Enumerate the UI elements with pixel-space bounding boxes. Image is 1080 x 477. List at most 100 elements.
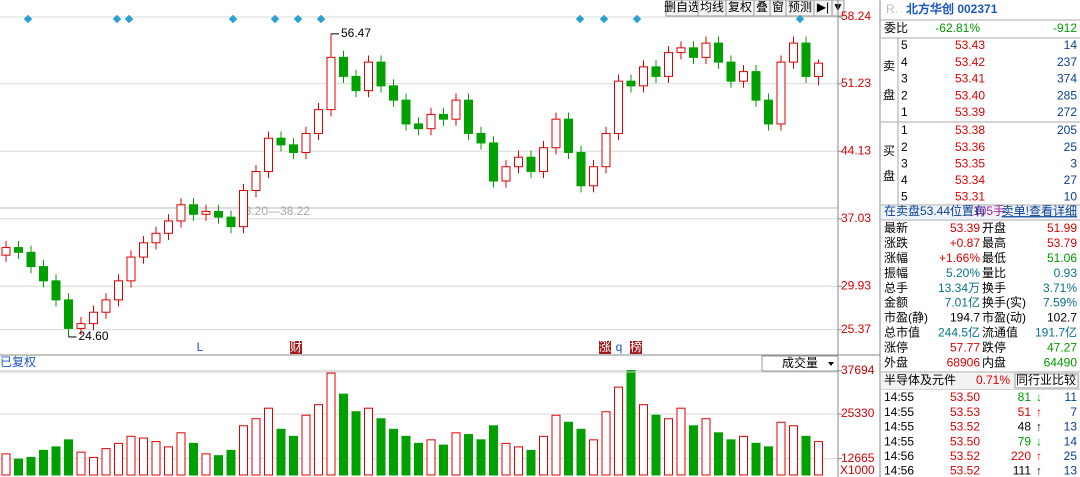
candle-body bbox=[376, 61, 386, 87]
toolbar-label: 删自选 bbox=[664, 0, 700, 14]
unit-label: X1000 bbox=[840, 463, 875, 477]
stat-value: 194.7 bbox=[950, 311, 980, 325]
candle-body bbox=[314, 109, 323, 134]
volume-bar bbox=[801, 435, 811, 476]
volume-bar bbox=[139, 437, 148, 476]
dropdown-arrow bbox=[828, 362, 834, 366]
book-price: 53.43 bbox=[955, 38, 985, 52]
volume-bar bbox=[614, 386, 623, 476]
trade-volume: 111 bbox=[1013, 464, 1032, 477]
band-label: 38.20—38.22 bbox=[238, 204, 310, 218]
volume-bar bbox=[376, 418, 386, 476]
volume-bar bbox=[426, 439, 436, 476]
book-volume: 25 bbox=[1064, 140, 1078, 154]
book-level: 3 bbox=[901, 156, 908, 170]
volume-bar bbox=[401, 435, 411, 476]
stat-label: 外盘 bbox=[884, 354, 908, 369]
volume-bar bbox=[289, 435, 298, 476]
compare-button[interactable] bbox=[1014, 373, 1079, 389]
candle-body bbox=[326, 56, 336, 111]
stat-value: +1.66% bbox=[939, 251, 980, 265]
stat-value: +0.87 bbox=[950, 236, 981, 250]
y-tick-label: 44.13 bbox=[841, 143, 871, 157]
candle-body bbox=[726, 61, 736, 82]
candle-body bbox=[126, 256, 136, 282]
y-tick-label: 37694 bbox=[841, 363, 875, 377]
volume-bar bbox=[339, 393, 348, 476]
event-badge[interactable] bbox=[599, 341, 611, 354]
candle-body bbox=[739, 71, 748, 82]
candle-body bbox=[239, 190, 248, 228]
book-volume: 272 bbox=[1057, 105, 1077, 119]
stat-value: 57.77 bbox=[950, 340, 980, 354]
stat-value: 68906 bbox=[947, 355, 981, 369]
candle-body bbox=[701, 42, 711, 58]
candle-body bbox=[626, 80, 636, 87]
volume-bar bbox=[251, 418, 261, 476]
candle-body bbox=[664, 52, 673, 77]
book-volume: 10 bbox=[1064, 190, 1078, 204]
volume-bar bbox=[751, 442, 761, 476]
event-diamond bbox=[316, 14, 326, 24]
stat-value: 7.01亿 bbox=[945, 295, 980, 310]
candle-body bbox=[426, 113, 436, 130]
candle-body bbox=[639, 66, 648, 87]
book-level: 5 bbox=[901, 190, 908, 204]
y-tick-label: 29.93 bbox=[841, 278, 871, 292]
book-volume: 27 bbox=[1064, 173, 1078, 187]
notice-link[interactable]: 卖单!查看详细 bbox=[1002, 203, 1077, 218]
stat-label: 换手 bbox=[982, 281, 1006, 295]
high-label: 56.47 bbox=[341, 26, 371, 40]
volume-bar bbox=[114, 442, 123, 476]
candle-body bbox=[614, 80, 623, 134]
candle-body bbox=[64, 299, 73, 329]
trade-time: 14:55 bbox=[884, 390, 914, 404]
y-tick-label: 37.03 bbox=[841, 211, 871, 225]
event-badge[interactable] bbox=[290, 341, 302, 354]
ratio-diff: -912 bbox=[1053, 21, 1077, 35]
book-level: 4 bbox=[901, 55, 908, 69]
event-badge[interactable] bbox=[630, 341, 642, 354]
candle-body bbox=[439, 113, 448, 120]
trade-price: 53.53 bbox=[950, 405, 980, 419]
candle-body bbox=[264, 137, 273, 172]
candle-body bbox=[589, 166, 598, 187]
candle-body bbox=[676, 47, 686, 54]
volume-bar bbox=[476, 439, 486, 476]
event-marker: 榜 bbox=[630, 339, 642, 354]
stat-value: 64490 bbox=[1044, 355, 1078, 369]
candle-body bbox=[189, 204, 198, 215]
candle-body bbox=[164, 220, 173, 234]
volume-bar bbox=[814, 441, 823, 476]
notice-background bbox=[881, 206, 1080, 219]
stat-value: 13.34万 bbox=[938, 281, 980, 295]
notice-amount: 105手 bbox=[973, 204, 1005, 218]
book-price: 53.40 bbox=[955, 88, 985, 102]
candle-body bbox=[751, 71, 761, 101]
toolbar-label: 预测 bbox=[788, 0, 812, 14]
candle-body bbox=[501, 166, 511, 182]
event-diamond bbox=[270, 14, 280, 24]
volume-bar bbox=[276, 428, 286, 476]
book-price: 53.38 bbox=[955, 123, 985, 137]
toolbar-label: 窗 bbox=[772, 0, 784, 14]
candle-body bbox=[101, 299, 111, 313]
volume-bar bbox=[651, 414, 661, 476]
stat-value: 53.39 bbox=[950, 221, 980, 235]
candle-body bbox=[514, 156, 523, 168]
candle-body bbox=[401, 99, 411, 125]
candle-body bbox=[1, 247, 11, 256]
y-tick-label: 25330 bbox=[841, 406, 875, 420]
volume-bar bbox=[664, 418, 673, 476]
stat-label: 振幅 bbox=[884, 265, 908, 280]
candle-body bbox=[689, 47, 698, 58]
book-side: 盘 bbox=[883, 168, 895, 183]
candle-body bbox=[776, 61, 786, 125]
compare-label: 同行业比较 bbox=[1016, 372, 1076, 387]
event-marker: q bbox=[616, 340, 623, 354]
volume-bar bbox=[301, 414, 311, 476]
book-price: 53.31 bbox=[955, 190, 985, 204]
trade-price: 53.50 bbox=[950, 390, 980, 404]
volume-bar bbox=[126, 435, 136, 476]
